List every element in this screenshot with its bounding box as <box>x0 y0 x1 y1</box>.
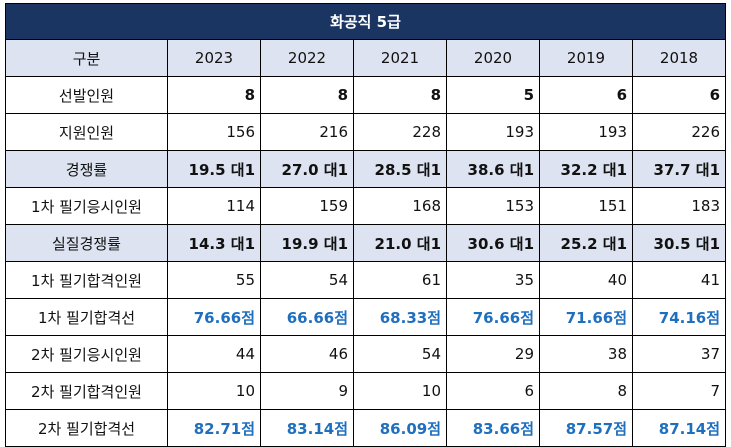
row-label: 2차 필기합격인원 <box>5 372 168 410</box>
table-cell: 30.5 대1 <box>631 224 727 262</box>
table-cell: 29 <box>446 335 540 373</box>
table-cell: 71.66점 <box>539 298 633 336</box>
table-cell: 41 <box>631 261 727 299</box>
row-label: 실질경쟁률 <box>5 224 168 262</box>
table-cell: 83.14점 <box>260 409 354 447</box>
table-cell: 30.6 대1 <box>446 224 540 262</box>
table-row: 1차 필기합격선 76.66점 66.66점 68.33점 76.66점 71.66점 74… <box>5 298 727 336</box>
table-row: 지원인원 156 216 228 193 193 226 <box>5 113 727 151</box>
table-cell: 86.09점 <box>353 409 447 447</box>
table-cell: 5 <box>446 76 540 114</box>
table-cell: 55 <box>167 261 261 299</box>
table-cell: 38.6 대1 <box>446 150 540 188</box>
table-cell: 82.71점 <box>167 409 261 447</box>
table-cell: 6 <box>446 372 540 410</box>
table-cell: 21.0 대1 <box>353 224 447 262</box>
table-cell: 10 <box>353 372 447 410</box>
table-row: 2차 필기합격선 82.71점 83.14점 86.09점 83.66점 87.57점 87… <box>5 409 727 447</box>
table-cell: 28.5 대1 <box>353 150 447 188</box>
table-cell: 87.14점 <box>631 409 727 447</box>
table-row: 1차 필기합격인원 55 54 61 35 40 41 <box>5 261 727 299</box>
header-year: 2019 <box>539 39 633 77</box>
table-cell: 54 <box>260 261 354 299</box>
table-row: 경쟁률 19.5 대1 27.0 대1 28.5 대1 38.6 대1 32.2 대1 37… <box>5 150 727 188</box>
table-cell: 32.2 대1 <box>539 150 633 188</box>
recruitment-stats-table: 화공직 5급 구분 2023 2022 2021 2020 2019 2018 … <box>4 3 727 447</box>
table-row: 1차 필기응시인원 114 159 168 153 151 183 <box>5 187 727 225</box>
row-label: 경쟁률 <box>5 150 168 188</box>
header-year: 2020 <box>446 39 540 77</box>
row-label: 선발인원 <box>5 76 168 114</box>
table-cell: 46 <box>260 335 354 373</box>
table-cell: 76.66점 <box>167 298 261 336</box>
table-cell: 193 <box>446 113 540 151</box>
table-cell: 114 <box>167 187 261 225</box>
row-label: 지원인원 <box>5 113 168 151</box>
table-cell: 6 <box>631 76 727 114</box>
table-cell: 27.0 대1 <box>260 150 354 188</box>
table-cell: 9 <box>260 372 354 410</box>
table-row: 2차 필기응시인원 44 46 54 29 38 37 <box>5 335 727 373</box>
table-cell: 156 <box>167 113 261 151</box>
header-year: 2018 <box>631 39 727 77</box>
header-year: 2021 <box>353 39 447 77</box>
table-cell: 68.33점 <box>353 298 447 336</box>
table-cell: 66.66점 <box>260 298 354 336</box>
table-cell: 54 <box>353 335 447 373</box>
table-cell: 38 <box>539 335 633 373</box>
table-cell: 8 <box>539 372 633 410</box>
header-label: 구분 <box>5 39 168 77</box>
table-cell: 35 <box>446 261 540 299</box>
table-cell: 19.5 대1 <box>167 150 261 188</box>
table-cell: 87.57점 <box>539 409 633 447</box>
row-label: 2차 필기합격선 <box>5 409 168 447</box>
table-cell: 37.7 대1 <box>631 150 727 188</box>
table-cell: 6 <box>539 76 633 114</box>
table-title: 화공직 5급 <box>4 3 727 40</box>
table-row: 실질경쟁률 14.3 대1 19.9 대1 21.0 대1 30.6 대1 25.2 대1… <box>5 224 727 262</box>
table-cell: 14.3 대1 <box>167 224 261 262</box>
table-cell: 228 <box>353 113 447 151</box>
table-cell: 76.66점 <box>446 298 540 336</box>
header-row: 구분 2023 2022 2021 2020 2019 2018 <box>5 39 727 77</box>
table-cell: 216 <box>260 113 354 151</box>
table-row: 선발인원 8 8 8 5 6 6 <box>5 76 727 114</box>
table-cell: 10 <box>167 372 261 410</box>
table-cell: 40 <box>539 261 633 299</box>
table-cell: 25.2 대1 <box>539 224 633 262</box>
table-cell: 7 <box>631 372 727 410</box>
table-cell: 183 <box>631 187 727 225</box>
table-cell: 193 <box>539 113 633 151</box>
table-cell: 44 <box>167 335 261 373</box>
row-label: 1차 필기합격선 <box>5 298 168 336</box>
table-cell: 61 <box>353 261 447 299</box>
table-cell: 19.9 대1 <box>260 224 354 262</box>
table-cell: 168 <box>353 187 447 225</box>
table-cell: 226 <box>631 113 727 151</box>
table-cell: 153 <box>446 187 540 225</box>
table-cell: 83.66점 <box>446 409 540 447</box>
table-cell: 37 <box>631 335 727 373</box>
table-cell: 159 <box>260 187 354 225</box>
row-label: 1차 필기합격인원 <box>5 261 168 299</box>
row-label: 1차 필기응시인원 <box>5 187 168 225</box>
table-row: 2차 필기합격인원 10 9 10 6 8 7 <box>5 372 727 410</box>
table-cell: 74.16점 <box>631 298 727 336</box>
table-cell: 8 <box>353 76 447 114</box>
table-cell: 151 <box>539 187 633 225</box>
stats-table-container: 화공직 5급 구분 2023 2022 2021 2020 2019 2018 … <box>4 3 727 447</box>
header-year: 2023 <box>167 39 261 77</box>
row-label: 2차 필기응시인원 <box>5 335 168 373</box>
header-year: 2022 <box>260 39 354 77</box>
table-cell: 8 <box>167 76 261 114</box>
table-cell: 8 <box>260 76 354 114</box>
